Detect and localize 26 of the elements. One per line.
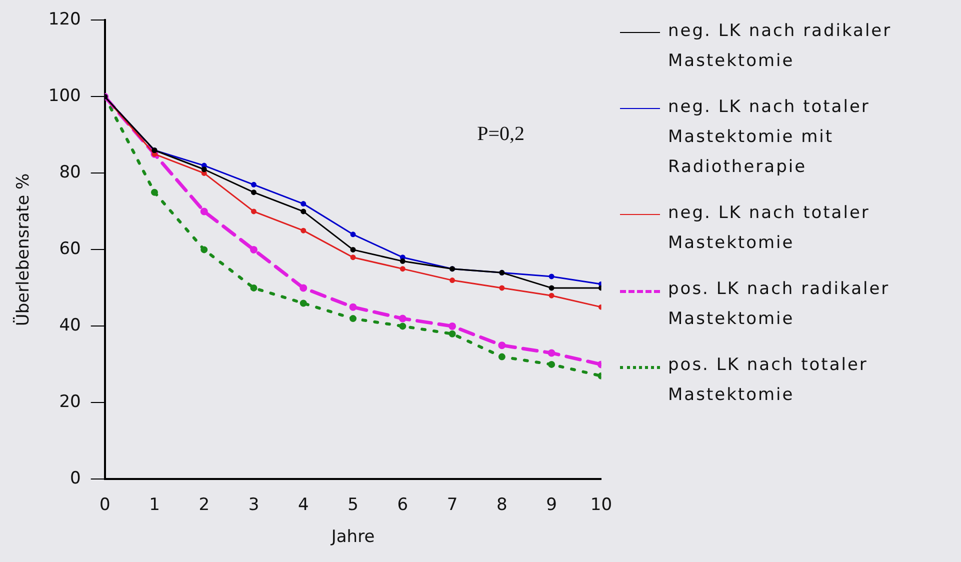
y-tick-label: 0 <box>70 468 81 489</box>
x-axis-title: Jahre <box>330 527 375 548</box>
y-tick-label: 20 <box>59 392 81 412</box>
x-tick-label: 3 <box>248 494 260 515</box>
x-tick-label: 0 <box>99 494 110 515</box>
legend-label: neg. LK nach totaler Mastektomie <box>668 202 871 255</box>
y-axis-title: Überlebensrate % <box>12 173 34 326</box>
x-tick-label: 4 <box>298 494 309 515</box>
y-tick-label: 80 <box>59 162 81 183</box>
x-tick-label: 9 <box>546 494 557 515</box>
y-tick-label: 40 <box>59 316 81 336</box>
x-tick-label: 8 <box>496 494 508 515</box>
y-tick-label: 100 <box>48 86 81 106</box>
x-tick-label: 2 <box>198 494 210 515</box>
y-tick-label: 60 <box>59 239 81 260</box>
x-tick-label: 7 <box>446 494 458 515</box>
x-tick-label: 10 <box>590 494 612 515</box>
legend-label: neg. LK nach radikaler Mastektomie <box>668 20 893 73</box>
x-tick-label: 5 <box>348 494 358 515</box>
y-tick-label: 120 <box>48 10 81 30</box>
x-tick-label: 6 <box>397 494 408 515</box>
annotation: P=0,2 <box>477 123 525 146</box>
legend-label: pos. LK nach totaler Mastektomie <box>668 354 869 407</box>
x-tick-label: 1 <box>149 494 160 515</box>
legend-label: pos. LK nach radikaler Mastektomie <box>668 278 891 331</box>
legend-label: neg. LK nach totaler Mastektomie mit Radiotherapie <box>668 96 871 179</box>
